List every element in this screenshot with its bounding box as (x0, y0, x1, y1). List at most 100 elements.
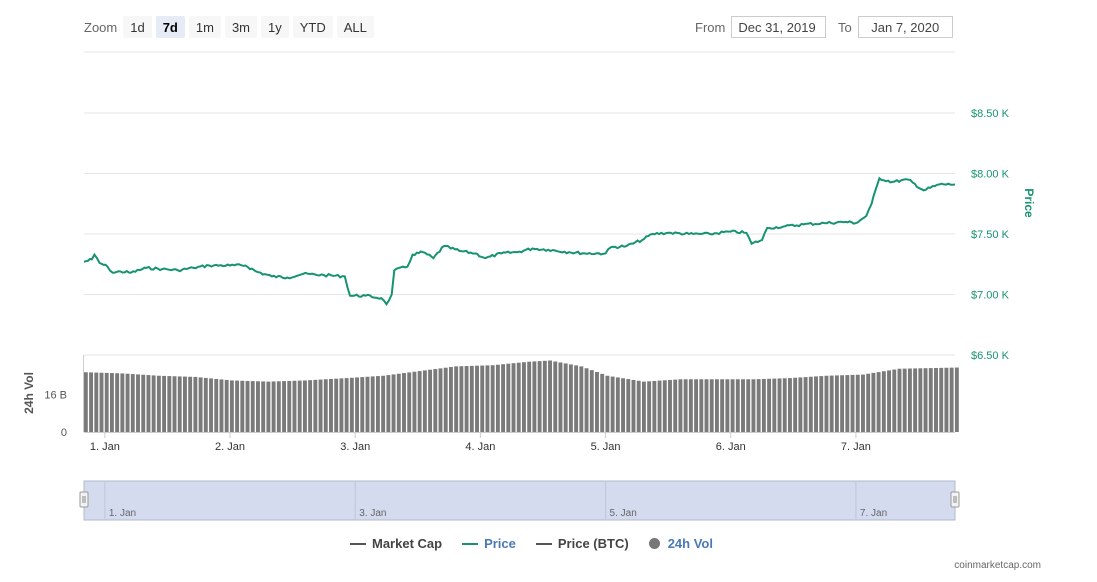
volume-bar (652, 380, 657, 432)
volume-bar (501, 364, 506, 432)
volume-bar (782, 378, 787, 432)
volume-bar (438, 368, 443, 432)
volume-bar (892, 369, 897, 432)
x-tick-label: 3. Jan (340, 441, 370, 453)
volume-bar (579, 366, 584, 432)
volume-bar (897, 368, 902, 432)
navigator[interactable]: 1. Jan 3. Jan 5. Jan 7. Jan (79, 480, 960, 521)
volume-bar (448, 367, 453, 432)
price-tick-label: $6.50 K (971, 350, 1010, 362)
zoom-1d-button[interactable]: 1d (123, 16, 152, 38)
legend: Market Cap Price Price (BTC) 24h Vol (350, 536, 733, 551)
volume-bar (172, 376, 177, 432)
volume-bar (130, 374, 135, 432)
price-tick-label: $8.50 K (971, 108, 1010, 120)
from-label: From (695, 19, 726, 35)
volume-bar (214, 378, 219, 432)
volume-bar (329, 378, 333, 432)
volume-bar (819, 376, 824, 432)
handle-grip[interactable] (950, 491, 960, 508)
volume-bar (902, 368, 907, 432)
volume-bar (605, 375, 610, 432)
volume-axis-ticks: 0 16 B (44, 390, 67, 440)
x-tick-label: 2. Jan (215, 441, 245, 453)
to-label: To (838, 19, 852, 35)
volume-bar (407, 372, 412, 432)
volume-bar (360, 377, 365, 432)
volume-bar (568, 364, 573, 432)
volume-bar (156, 375, 161, 432)
x-tick-label: 6. Jan (716, 441, 746, 453)
volume-bar (704, 379, 709, 432)
navigator-tick-label: 7. Jan (860, 508, 887, 519)
volume-bar (412, 371, 417, 432)
volume-bar (125, 373, 130, 432)
legend-24h-vol-label: 24h Vol (667, 536, 713, 551)
volume-bar (636, 380, 641, 432)
legend-price[interactable]: Price (462, 536, 516, 551)
zoom-all-button[interactable]: ALL (336, 16, 374, 38)
volume-bar (866, 373, 871, 432)
price-axis-ticks: $6.50 K $7.00 K $7.50 K $8.00 K $8.50 K (971, 108, 1010, 362)
volume-bar (772, 378, 777, 432)
navigator-selection[interactable] (83, 480, 956, 521)
volume-bar (756, 379, 761, 432)
volume-bar (99, 372, 104, 432)
legend-24h-vol[interactable]: 24h Vol (648, 536, 713, 551)
legend-price-btc[interactable]: Price (BTC) (535, 536, 629, 551)
volume-bar (934, 367, 938, 432)
volume-bar (845, 375, 850, 432)
volume-bar (793, 377, 798, 432)
x-tick-label: 1. Jan (90, 441, 120, 453)
volume-bar (193, 376, 198, 432)
credit-link[interactable]: coinmarketcap.com (954, 560, 1041, 571)
volume-bar (887, 370, 891, 432)
volume-bar (365, 376, 370, 432)
zoom-3m-button[interactable]: 3m (224, 16, 257, 38)
zoom-1m-button[interactable]: 1m (188, 16, 221, 38)
volume-bar (641, 381, 646, 432)
volume-bar (245, 380, 250, 432)
volume-bar (224, 379, 229, 432)
to-date-input[interactable]: Jan 7, 2020 (857, 16, 953, 38)
volume-bar (600, 373, 605, 432)
volume-bar (730, 379, 735, 432)
volume-bar (610, 376, 615, 432)
volume-bar (542, 360, 547, 432)
zoom-7d-button[interactable]: 7d (155, 16, 185, 38)
navigator-right-handle[interactable] (950, 491, 960, 508)
navigator-left-handle[interactable] (79, 491, 89, 508)
volume-bar (167, 376, 172, 432)
volume-bar (709, 379, 714, 432)
volume-bar (631, 379, 636, 432)
volume-bar (198, 377, 203, 432)
volume-bar (814, 376, 818, 432)
volume-bar (913, 368, 918, 432)
volume-bar (626, 379, 631, 432)
volume-bar (621, 378, 626, 432)
zoom-ytd-button[interactable]: YTD (292, 16, 333, 38)
volume-bar (584, 368, 589, 432)
price-tick-label: $8.00 K (971, 169, 1010, 181)
legend-market-cap[interactable]: Market Cap (350, 536, 442, 551)
volume-bar (89, 372, 94, 432)
volume-bar (370, 376, 375, 432)
volume-bar (182, 376, 187, 432)
zoom-label: Zoom (84, 19, 118, 35)
volume-axis-title: 24h Vol (22, 372, 36, 414)
market-cap-symbol (350, 542, 366, 545)
volume-bar (381, 375, 386, 432)
volume-bar (928, 368, 933, 432)
from-date-input[interactable]: Dec 31, 2019 (731, 16, 827, 38)
volume-bar (673, 379, 678, 432)
volume-bar (308, 380, 313, 432)
volume-bar (428, 369, 433, 432)
volume-bar (104, 372, 109, 432)
volume-bar (276, 381, 281, 432)
volume-bar (485, 365, 490, 432)
volume-bar (229, 380, 234, 432)
zoom-1y-button[interactable]: 1y (261, 16, 289, 38)
handle-grip[interactable] (79, 491, 89, 508)
volume-bar (475, 365, 479, 432)
volume-bar (464, 366, 469, 432)
